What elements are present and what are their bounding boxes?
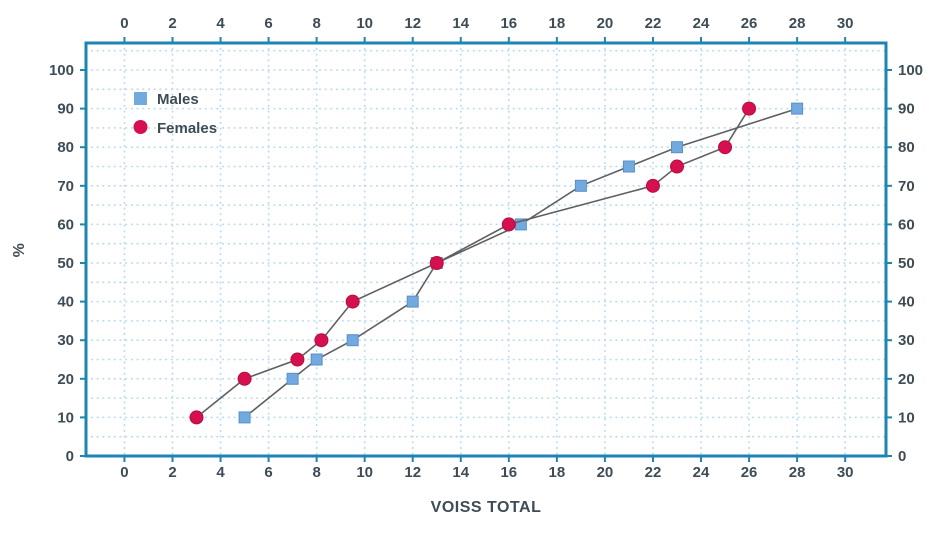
y-tick-label-right: 80 <box>898 139 915 156</box>
x-tick-label-top: 0 <box>120 15 128 32</box>
x-tick-label-top: 28 <box>789 15 806 32</box>
x-tick-label-bottom: 0 <box>120 464 128 481</box>
y-tick-label-left: 70 <box>57 178 74 195</box>
x-tick-label-bottom: 6 <box>264 464 272 481</box>
x-tick-label-top: 16 <box>500 15 517 32</box>
data-point-females <box>669 159 684 174</box>
legend-label-females: Females <box>157 120 217 137</box>
x-tick-label-top: 10 <box>356 15 373 32</box>
data-point-males <box>670 141 683 154</box>
x-tick-label-top: 14 <box>452 15 469 32</box>
y-axis-title: % <box>11 243 28 258</box>
data-point-females <box>742 101 757 116</box>
data-point-females <box>429 256 444 271</box>
x-tick-label-bottom: 20 <box>597 464 614 481</box>
x-tick-label-top: 2 <box>168 15 176 32</box>
x-tick-label-top: 18 <box>549 15 566 32</box>
data-point-females <box>314 333 329 348</box>
x-tick-label-top: 26 <box>741 15 758 32</box>
data-point-females <box>501 217 516 232</box>
x-tick-label-top: 22 <box>645 15 662 32</box>
data-point-males <box>310 353 323 366</box>
x-tick-label-bottom: 22 <box>645 464 662 481</box>
data-point-females <box>237 371 252 386</box>
x-tick-label-bottom: 12 <box>404 464 421 481</box>
data-point-females <box>645 178 660 193</box>
data-point-males <box>346 334 359 347</box>
y-tick-label-right: 30 <box>898 332 915 349</box>
series-layer <box>189 101 804 425</box>
data-point-males <box>238 411 251 424</box>
data-point-males <box>406 295 419 308</box>
legend-label-males: Males <box>157 91 199 108</box>
x-tick-label-top: 6 <box>264 15 272 32</box>
x-tick-label-top: 8 <box>312 15 320 32</box>
data-point-females <box>189 410 204 425</box>
y-tick-label-right: 100 <box>898 62 923 79</box>
data-point-females <box>345 294 360 309</box>
x-tick-label-top: 12 <box>404 15 421 32</box>
y-tick-label-right: 50 <box>898 255 915 272</box>
y-tick-label-right: 40 <box>898 294 915 311</box>
y-tick-label-right: 90 <box>898 101 915 118</box>
data-point-males <box>791 102 804 115</box>
data-point-males <box>286 372 299 385</box>
data-point-males <box>574 179 587 192</box>
y-tick-label-right: 60 <box>898 216 915 233</box>
y-tick-label-right: 10 <box>898 409 915 426</box>
x-tick-label-bottom: 2 <box>168 464 176 481</box>
axis-layer: 0022446688101012121414161618182020222224… <box>49 15 923 481</box>
y-tick-label-left: 40 <box>57 294 74 311</box>
x-tick-label-bottom: 10 <box>356 464 373 481</box>
y-tick-label-left: 60 <box>57 216 74 233</box>
data-point-males <box>622 160 635 173</box>
y-tick-label-left: 10 <box>57 409 74 426</box>
y-tick-label-right: 20 <box>898 371 915 388</box>
y-tick-label-left: 80 <box>57 139 74 156</box>
legend-marker-males-icon <box>134 92 147 105</box>
x-tick-label-bottom: 30 <box>837 464 854 481</box>
x-tick-label-bottom: 8 <box>312 464 320 481</box>
y-tick-label-left: 100 <box>49 62 74 79</box>
data-point-females <box>290 352 305 367</box>
x-tick-label-top: 24 <box>693 15 710 32</box>
y-tick-label-left: 50 <box>57 255 74 272</box>
x-tick-label-bottom: 18 <box>549 464 566 481</box>
x-tick-label-bottom: 24 <box>693 464 710 481</box>
data-point-females <box>718 140 733 155</box>
grid-layer <box>85 42 887 457</box>
x-tick-label-bottom: 14 <box>452 464 469 481</box>
x-tick-label-top: 20 <box>597 15 614 32</box>
x-tick-label-top: 4 <box>216 15 225 32</box>
y-tick-label-left: 20 <box>57 371 74 388</box>
x-axis-title: VOISS TOTAL <box>431 499 542 516</box>
x-tick-label-bottom: 16 <box>500 464 517 481</box>
x-tick-label-bottom: 26 <box>741 464 758 481</box>
y-tick-label-right: 70 <box>898 178 915 195</box>
y-tick-label-left: 30 <box>57 332 74 349</box>
y-tick-label-left: 90 <box>57 101 74 118</box>
x-tick-label-bottom: 28 <box>789 464 806 481</box>
y-tick-label-left: 0 <box>66 448 74 465</box>
legend: Males Females <box>133 91 217 137</box>
legend-marker-females-icon <box>133 120 148 134</box>
x-tick-label-bottom: 4 <box>216 464 225 481</box>
x-tick-label-top: 30 <box>837 15 854 32</box>
plot-frame <box>84 41 888 458</box>
y-tick-label-right: 0 <box>898 448 906 465</box>
